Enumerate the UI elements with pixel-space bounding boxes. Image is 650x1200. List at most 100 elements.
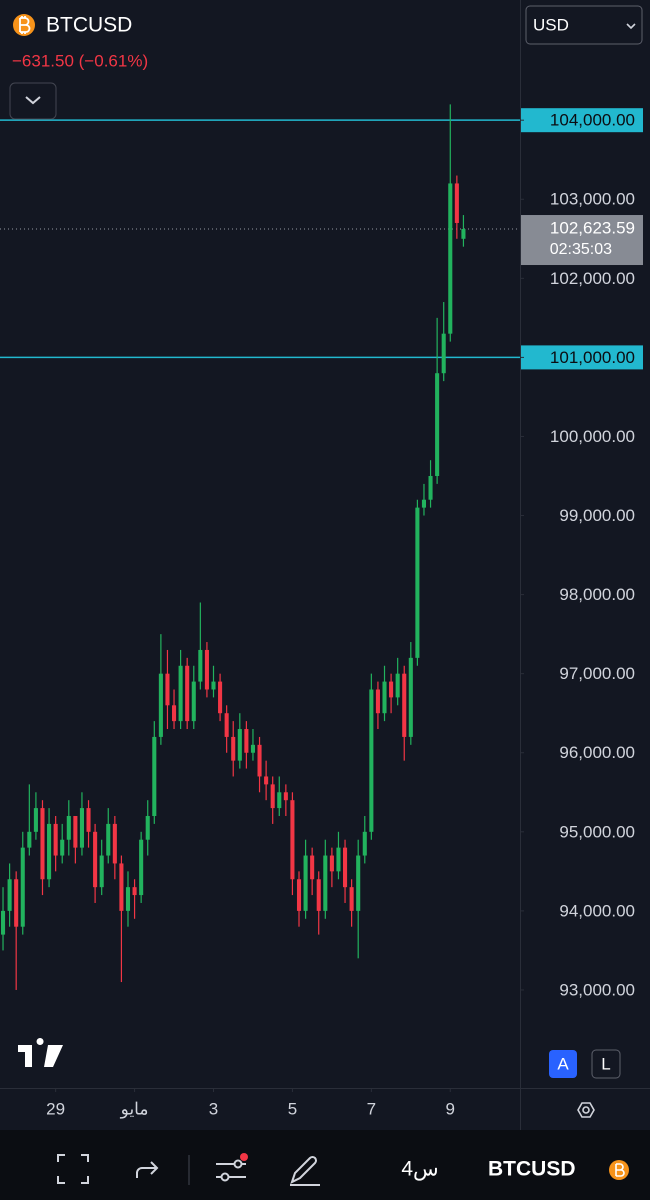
candle-body <box>402 673 407 737</box>
bitcoin-glyph <box>615 1163 625 1177</box>
candle-body <box>441 333 446 374</box>
candle-body <box>343 847 348 888</box>
y-tick-label: 104,000.00 <box>550 111 635 130</box>
candle-body <box>448 183 453 334</box>
settings-button[interactable] <box>577 1102 595 1118</box>
currency: USD <box>533 15 569 34</box>
candle-body <box>198 649 203 682</box>
level-label-box <box>521 345 643 370</box>
log-scale-button[interactable]: L <box>591 1049 621 1079</box>
y-tick-label: 93,000.00 <box>559 980 635 999</box>
candle-body <box>382 681 387 714</box>
candle-body <box>428 476 433 500</box>
candle-body <box>73 816 78 848</box>
y-tick-label: 98,000.00 <box>559 585 635 604</box>
candle-body <box>421 499 427 508</box>
x-tick-label: مايو <box>120 1099 149 1119</box>
candle-body <box>158 673 163 737</box>
candle-body <box>165 673 170 706</box>
auto-scale-frame <box>549 1050 577 1078</box>
candle-body <box>395 673 400 698</box>
pen-icon <box>290 1155 320 1186</box>
candle-body <box>211 681 216 690</box>
x-tick-label: 7 <box>367 1099 376 1118</box>
price-change: −631.50 (−0.61%) <box>12 51 148 70</box>
plot <box>0 104 520 990</box>
drawing-button[interactable] <box>290 1155 320 1186</box>
interval-button[interactable]: 4س <box>401 1158 438 1182</box>
candle-body <box>93 831 98 888</box>
candle-body <box>244 729 249 753</box>
candle-body <box>454 183 459 223</box>
candle-body <box>218 681 223 714</box>
y-tick-label: 103,000.00 <box>550 190 635 209</box>
candle-body <box>66 816 71 840</box>
candle-body <box>270 784 275 809</box>
indicators-button[interactable] <box>216 1153 248 1182</box>
candle-body <box>296 879 302 911</box>
symbol-header[interactable]: BTCUSD <box>13 14 132 37</box>
candle-body <box>303 855 308 911</box>
last-price-box <box>521 215 643 266</box>
candle-body <box>99 855 104 888</box>
x-tick-label: 29 <box>46 1099 65 1118</box>
candle-body <box>40 808 45 880</box>
candle-body <box>139 839 144 896</box>
log-scale-label: L <box>601 1054 610 1073</box>
candle-body <box>362 831 367 856</box>
y-tick-label: 94,000.00 <box>559 901 635 920</box>
interval: 4س <box>401 1158 438 1182</box>
candle-body <box>435 373 440 476</box>
candle-body <box>310 855 315 880</box>
last-price-label: 102,623.59 <box>550 219 635 238</box>
candle-body <box>415 507 420 658</box>
candle-body <box>53 823 58 856</box>
x-tick-label: 9 <box>446 1099 455 1118</box>
candle-body <box>185 665 190 722</box>
redo-button[interactable] <box>136 1161 159 1178</box>
candle-body <box>349 887 354 911</box>
candle-body <box>106 823 111 856</box>
candle-body <box>375 689 380 714</box>
candle-body <box>329 855 334 872</box>
toolbar <box>0 1130 650 1200</box>
candle-body <box>191 681 196 722</box>
collapse-button-frame <box>9 82 57 120</box>
y-tick-label: 99,000.00 <box>559 506 635 525</box>
candle-body <box>224 713 229 737</box>
y-tick-label: 100,000.00 <box>550 427 635 446</box>
y-tick-label: 96,000.00 <box>559 743 635 762</box>
auto-scale-button[interactable]: A <box>549 1050 577 1078</box>
candle-body <box>369 689 374 832</box>
candle-body <box>389 681 394 698</box>
y-tick-label: 102,000.00 <box>550 269 635 288</box>
currency-select-frame <box>525 5 643 45</box>
chevron-icon <box>626 23 636 30</box>
candle-body <box>145 816 150 840</box>
symbol-button[interactable]: BTCUSD <box>488 1158 629 1181</box>
candle-body <box>171 705 177 722</box>
candle-body <box>336 847 341 872</box>
candle-body <box>356 855 361 911</box>
candle-body <box>132 887 137 896</box>
y-tick-label: 95,000.00 <box>559 822 635 841</box>
candle-body <box>152 736 157 816</box>
currency-select[interactable]: USD <box>525 5 643 45</box>
candle-body <box>14 879 19 927</box>
candle-body <box>408 657 413 737</box>
notification-dot <box>240 1153 248 1161</box>
candle-body <box>112 823 117 864</box>
fullscreen-button[interactable] <box>57 1154 89 1184</box>
axes: 93,000.00 94,000.00 95,000.00 96,000.00 97,0… <box>46 108 643 1119</box>
collapse-button[interactable] <box>9 82 57 120</box>
redo-icon <box>136 1161 159 1178</box>
candle-body <box>461 229 466 239</box>
candle-body <box>323 855 328 911</box>
settings-icon-center <box>582 1106 590 1114</box>
slider-knob <box>220 1172 230 1182</box>
candle-body <box>264 776 269 785</box>
candle-body <box>0 910 6 935</box>
